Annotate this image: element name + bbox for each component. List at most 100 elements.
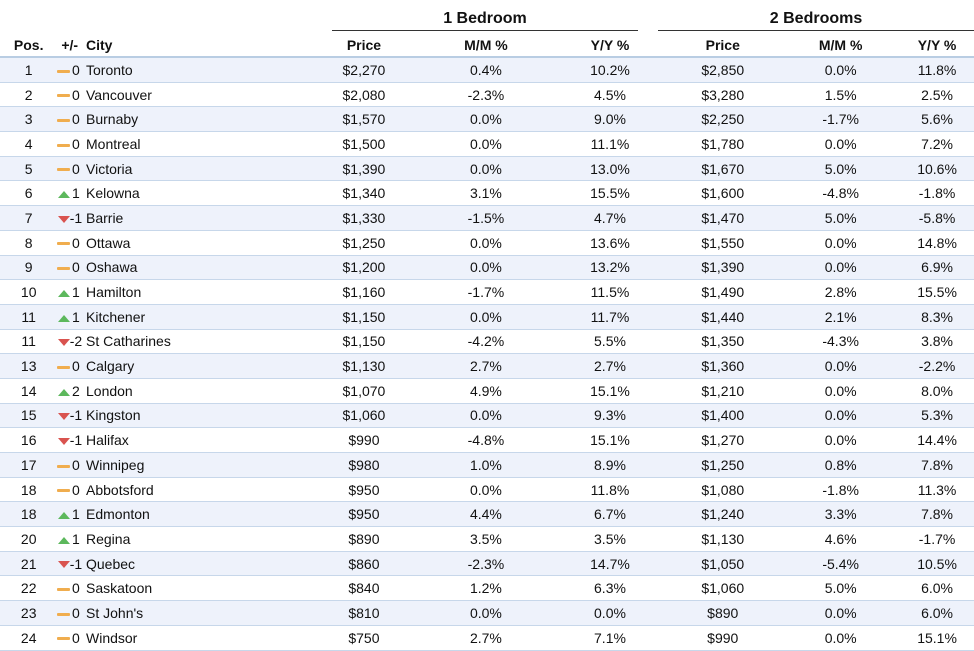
yy-1br-cell: 6.7% [555,501,665,528]
price-1br-cell: $950 [311,501,417,528]
mm-1br-cell: 1.2% [416,575,556,602]
yy-1br-cell: 0.0% [555,600,665,626]
mm-2br-cell: 0.0% [781,131,901,157]
yy-1br-cell: 6.3% [555,575,665,602]
table-row: 23 0 St John's $810 0.0% 0.0% $890 0.0% 6.0% [0,600,974,626]
yy-2br-cell: -1.8% [900,180,974,207]
rank-cell: 20 [0,526,58,552]
price-2br-cell: $1,080 [664,477,782,503]
mm-1br-cell: 0.0% [416,403,556,429]
mm-1br-cell: -4.2% [416,329,556,355]
change-cell: -2 [69,329,82,355]
mm-1br-cell: 4.4% [416,501,556,528]
change-cell: 0 [69,106,82,133]
price-2br-cell: $1,210 [664,378,782,404]
rank-cell: 22 [0,575,58,602]
yy-2br-cell: 8.3% [900,304,974,330]
price-2br-cell: $2,250 [664,106,782,133]
price-2br-cell: $1,400 [664,403,782,429]
change-cell: 0 [69,477,82,503]
change-cell: -1 [69,205,82,231]
dash-icon [57,69,71,73]
change-cell: 1 [69,526,82,552]
yy-1br-cell: 13.2% [555,255,665,281]
mm-1br-cell: 0.0% [416,106,556,133]
city-cell: Victoria [82,156,312,182]
table-row: 13 0 Calgary $1,130 2.7% 2.7% $1,360 0.0% -2.2% [0,353,974,379]
price-2br-cell: $1,600 [664,180,782,207]
change-cell: 0 [69,156,82,182]
mm-2br-cell: 0.0% [781,427,901,453]
price-2br-cell: $2,850 [664,57,782,83]
city-cell: Montreal [82,131,312,157]
price-1br-cell: $1,150 [311,329,417,355]
mm-2br-cell: 4.6% [781,526,901,552]
price-2br-cell: $1,390 [664,255,782,281]
mm-2br-cell: 0.0% [781,403,901,429]
yy-2br-cell: 5.6% [900,106,974,133]
yy-2br-cell: 15.5% [900,279,974,305]
yy-1br-cell: 14.7% [555,551,665,577]
table-row: 11 -2 St Catharines $1,150 -4.2% 5.5% $1,350 -4… [0,329,974,355]
price-1br-cell: $2,270 [311,57,417,83]
dash-icon [57,588,71,592]
change-cell: 0 [69,452,82,478]
dash-icon [57,94,71,98]
yy-2br-cell: -1.7% [900,526,974,552]
yy-1br-cell: 13.0% [555,156,665,182]
price-1br-cell: $1,160 [311,279,417,305]
yy-2br-cell: 10.6% [900,156,974,182]
rank-cell: 4 [0,131,58,157]
table-row: 24 0 Windsor $750 2.7% 7.1% $990 0.0% 15.1% [0,625,974,651]
table-row: 11 1 Kitchener $1,150 0.0% 11.7% $1,440 2.1% 8.3… [0,304,974,330]
mm-2br-cell: 0.0% [781,625,901,651]
yy-1br-cell: 11.1% [555,131,665,157]
change-cell: 0 [69,600,82,626]
mm-1br-cell: -4.8% [416,427,556,453]
trend-cell [57,106,71,133]
rank-cell: 5 [0,156,58,182]
rank-cell: 17 [0,452,58,478]
group-2-bedrooms-underline [658,30,974,31]
yy-1br-cell: 10.2% [555,57,665,83]
yy-2br-cell: 7.2% [900,131,974,157]
yy-1br-cell: 11.7% [555,304,665,330]
yy-1br-cell: 15.1% [555,378,665,404]
mm-2br-cell: 3.3% [781,501,901,528]
trend-cell [57,353,71,379]
yy-1br-cell: 13.6% [555,230,665,256]
yy-2br-cell: 10.5% [900,551,974,577]
mm-1br-cell: -1.5% [416,205,556,231]
price-2br-cell: $1,130 [664,526,782,552]
table-row: 4 0 Montreal $1,500 0.0% 11.1% $1,780 0.0% 7.2% [0,131,974,157]
trend-cell [57,452,71,478]
rank-cell: 9 [0,255,58,281]
city-cell: Saskatoon [82,575,312,602]
yy-2br-cell: 6.9% [900,255,974,281]
city-cell: Kelowna [82,180,312,207]
mm-1br-cell: 0.0% [416,477,556,503]
city-cell: Barrie [82,205,312,231]
mm-2br-cell: -5.4% [781,551,901,577]
trend-cell [57,329,70,355]
mm-2br-cell: 5.0% [781,156,901,182]
rank-cell: 11 [0,329,58,355]
mm-2br-cell: 1.5% [781,82,901,108]
price-2br-cell: $1,470 [664,205,782,231]
rank-cell: 23 [0,600,58,626]
col-header-price-2br: Price [664,34,782,58]
col-header-yy-1br: Y/Y % [555,34,665,58]
col-header-price-1br: Price [311,34,417,58]
yy-2br-cell: 5.3% [900,403,974,429]
yy-1br-cell: 4.5% [555,82,665,108]
rank-cell: 16 [0,427,58,453]
change-cell: -1 [69,551,82,577]
table-row: 5 0 Victoria $1,390 0.0% 13.0% $1,670 5.0% 10.6% [0,156,974,182]
col-header-yy-2br: Y/Y % [900,34,974,58]
price-1br-cell: $750 [311,625,417,651]
trend-cell [57,477,71,503]
dash-icon [57,143,71,147]
rank-cell: 13 [0,353,58,379]
arrow-down-icon [57,413,70,421]
table-row: 7 -1 Barrie $1,330 -1.5% 4.7% $1,470 5.0% -5.8% [0,205,974,231]
